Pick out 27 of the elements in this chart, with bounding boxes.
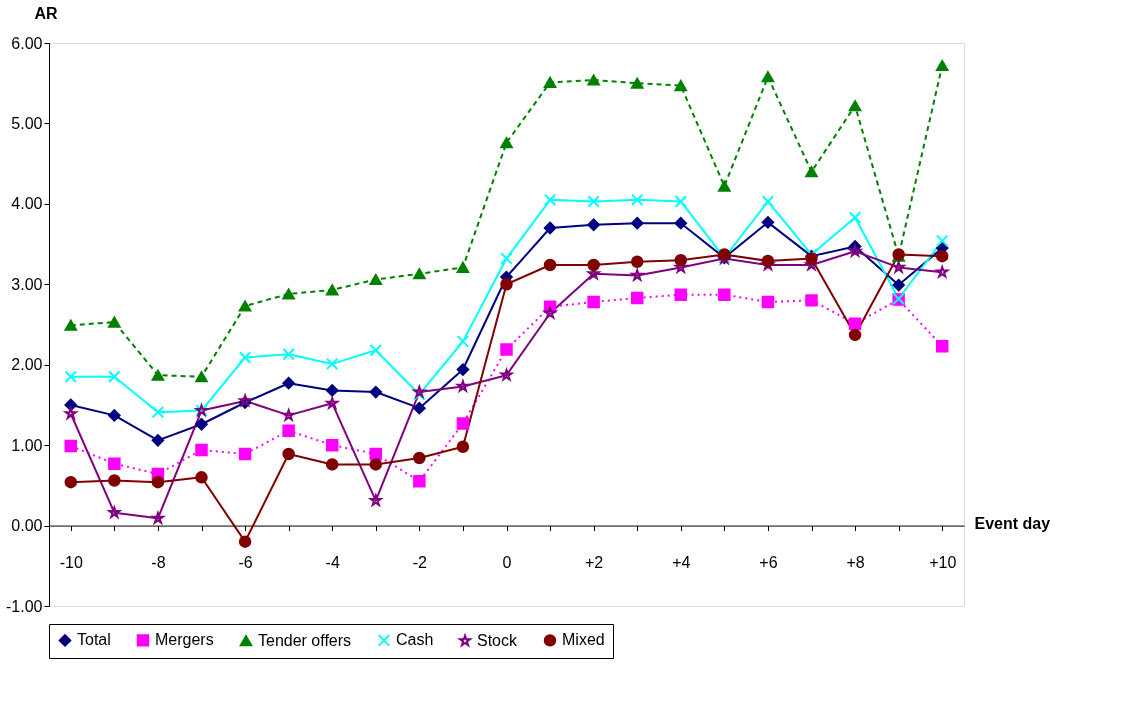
- y-tick-label: -1.00: [6, 597, 43, 615]
- legend-label: Mergers: [155, 631, 214, 649]
- legend-label: Cash: [396, 631, 434, 649]
- x-tick-label: -2: [412, 554, 428, 572]
- x-tick-label: +4: [672, 554, 691, 572]
- y-tick-label: 2.00: [11, 356, 43, 374]
- y-tick-label: 3.00: [11, 275, 43, 293]
- y-axis-title: AR: [34, 4, 59, 22]
- x-tick-label: +6: [759, 554, 778, 572]
- y-tick-label: 4.00: [11, 195, 43, 213]
- y-tick-label: 6.00: [11, 34, 43, 52]
- x-tick-label: -8: [151, 554, 166, 572]
- legend-label: Tender offers: [258, 631, 352, 649]
- x-axis-title: Event day: [974, 515, 1051, 533]
- x-tick-label: +8: [846, 554, 865, 572]
- x-tick-label: -10: [59, 554, 83, 572]
- x-tick-label: -4: [325, 554, 340, 572]
- x-tick-label: -6: [238, 554, 253, 572]
- legend-label: Total: [77, 631, 111, 649]
- y-tick-label: 0.00: [11, 517, 43, 535]
- x-tick-label: +10: [929, 554, 957, 572]
- legend-label: Stock: [477, 631, 519, 649]
- x-tick-label: +2: [585, 554, 604, 572]
- y-tick-label: 1.00: [11, 436, 43, 454]
- y-tick-label: 5.00: [11, 114, 43, 132]
- x-tick-label: 0: [502, 554, 512, 572]
- legend-label: Mixed: [562, 631, 605, 649]
